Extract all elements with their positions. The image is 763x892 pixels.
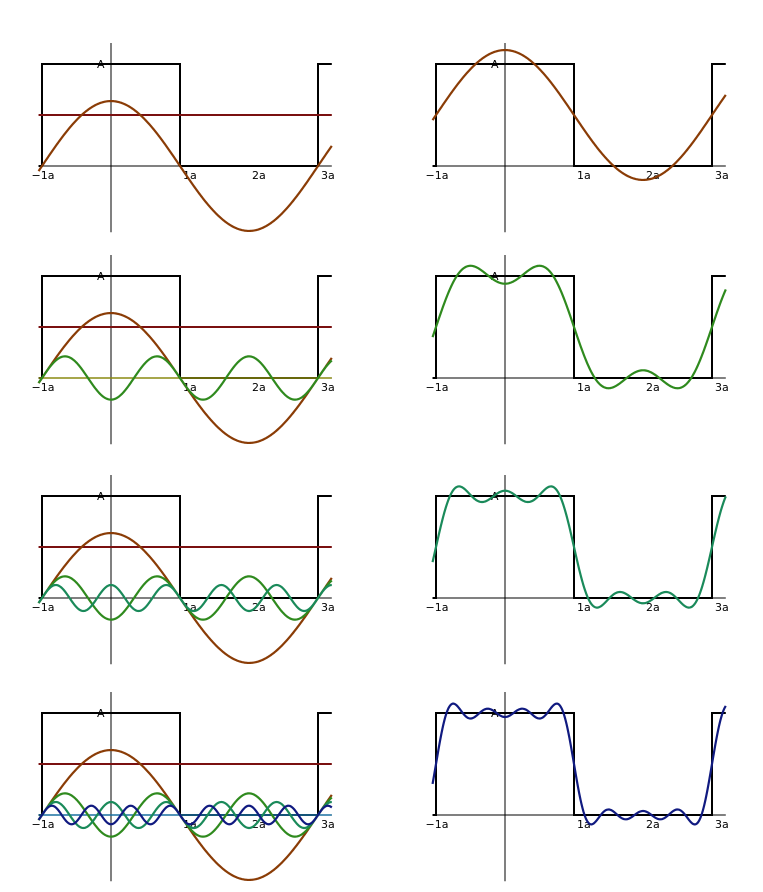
x-tick-label: 2a [646, 818, 660, 831]
x-tick-label: −1a [32, 601, 55, 614]
x-tick-label: 3a [715, 169, 729, 182]
x-tick-label: 2a [252, 381, 266, 394]
x-tick-label: −1a [426, 601, 449, 614]
panel-components-row-1: −1a 1a 2a 3aA [32, 43, 335, 233]
x-tick-label: 3a [321, 601, 335, 614]
x-tick-label: −1a [32, 169, 55, 182]
x-tick-label: 1a [183, 381, 197, 394]
x-tick-label: 3a [715, 818, 729, 831]
x-tick-label: 1a [577, 169, 591, 182]
x-tick-label: −1a [32, 818, 55, 831]
x-tick-label: 1a [577, 601, 591, 614]
square-wave [432, 495, 726, 599]
panel-components-row-2: −1a 1a 2a 3aA [32, 255, 335, 445]
x-tick-label: 2a [252, 169, 266, 182]
x-tick-label: 2a [646, 601, 660, 614]
x-tick-label: −1a [32, 381, 55, 394]
harmonic-7-curve [37, 804, 333, 826]
partial-sum-curve [431, 48, 727, 182]
x-tick-label: 3a [321, 381, 335, 394]
square-wave [432, 712, 726, 816]
panel-components-row-3: −1a 1a 2a 3aA [32, 475, 335, 665]
x-tick-label: 2a [252, 601, 266, 614]
harmonic-1-curve [37, 99, 333, 233]
x-tick-label: −1a [426, 381, 449, 394]
partial-sum-curve [431, 264, 727, 390]
x-tick-label: −1a [426, 818, 449, 831]
x-tick-label: 2a [646, 381, 660, 394]
x-tick-label: −1a [426, 169, 449, 182]
partial-sum-curve [431, 702, 727, 826]
panel-partial-sum-row-3: −1a 1a 2a 3aA [426, 475, 729, 665]
panel-components-row-4: −1a 1a 2a 3aA [32, 692, 335, 882]
panel-partial-sum-row-4: −1a 1a 2a 3aA [426, 692, 729, 882]
square-wave [432, 63, 726, 167]
x-tick-label: 3a [715, 381, 729, 394]
panel-partial-sum-row-2: −1a 1a 2a 3aA [426, 255, 729, 445]
x-tick-label: 1a [183, 169, 197, 182]
panel-partial-sum-row-1: −1a 1a 2a 3aA [426, 43, 729, 233]
square-wave [432, 275, 726, 379]
x-tick-label: 3a [321, 169, 335, 182]
x-tick-label: 3a [715, 601, 729, 614]
x-tick-label: 3a [321, 818, 335, 831]
harmonic-5-curve [37, 583, 332, 613]
x-tick-label: 1a [577, 381, 591, 394]
partial-sum-curve [431, 485, 727, 609]
harmonic-3-curve [37, 355, 333, 401]
